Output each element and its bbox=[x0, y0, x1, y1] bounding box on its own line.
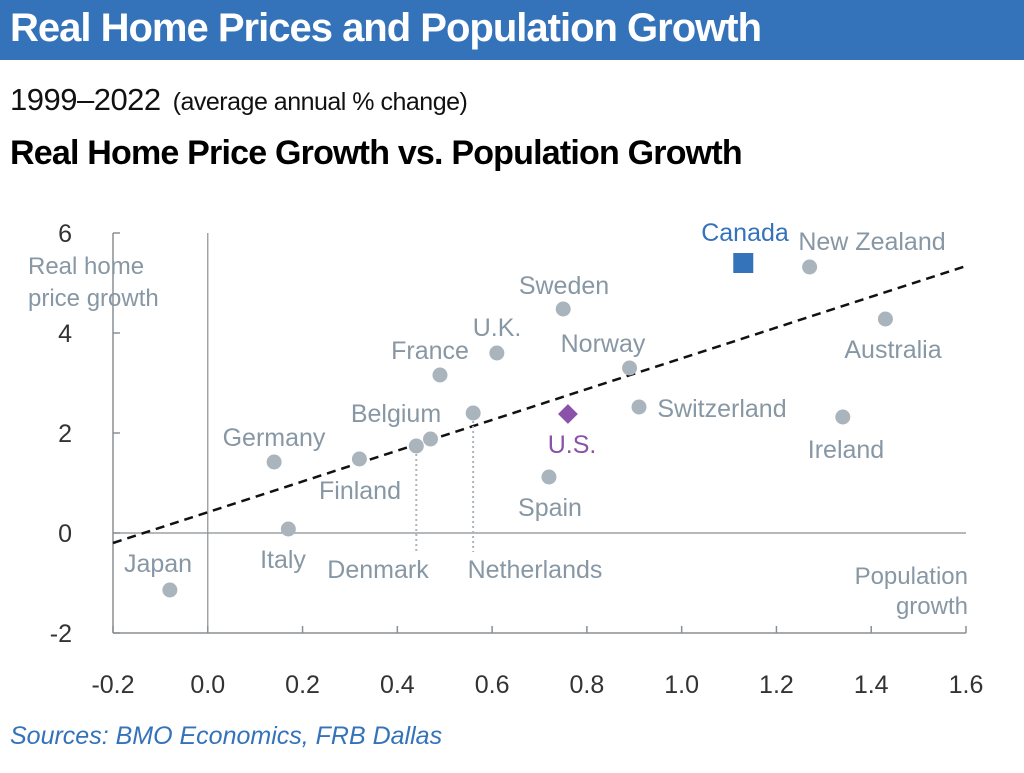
x-axis-label: Population bbox=[855, 563, 968, 590]
label-switzerland: Switzerland bbox=[657, 395, 786, 423]
x-tick-label: 1.4 bbox=[854, 671, 889, 699]
label-spain: Spain bbox=[518, 494, 582, 522]
y-tick-label: 6 bbox=[58, 220, 72, 248]
label-japan: Japan bbox=[124, 550, 192, 578]
point-france bbox=[432, 367, 448, 383]
point-canada bbox=[733, 253, 754, 273]
label-ireland: Ireland bbox=[808, 436, 884, 464]
x-tick-label: 0.2 bbox=[285, 671, 320, 699]
banner-title: Real Home Prices and Population Growth bbox=[10, 6, 762, 50]
banner: Real Home Prices and Population Growth bbox=[0, 0, 1024, 60]
label-italy: Italy bbox=[260, 546, 306, 574]
x-tick-label: 1.0 bbox=[664, 671, 699, 699]
point-netherlands bbox=[465, 405, 481, 421]
label-australia: Australia bbox=[844, 336, 941, 364]
x-tick-label: 0.8 bbox=[570, 671, 605, 699]
label-finland: Finland bbox=[319, 477, 401, 505]
point-denmark bbox=[408, 438, 424, 454]
point-australia bbox=[877, 311, 893, 327]
point-finland bbox=[351, 451, 367, 467]
y-tick-label: 2 bbox=[58, 420, 72, 448]
point-spain bbox=[541, 469, 557, 485]
y-tick-label: 0 bbox=[58, 520, 72, 548]
y-tick-label: 4 bbox=[58, 320, 72, 348]
y-tick-label: -2 bbox=[50, 620, 72, 648]
label-new-zealand: New Zealand bbox=[798, 228, 945, 256]
point-u-k bbox=[489, 345, 505, 361]
label-france: France bbox=[391, 337, 469, 365]
source-note: Sources: BMO Economics, FRB Dallas bbox=[10, 722, 443, 750]
point-belgium bbox=[423, 431, 439, 447]
x-tick-label: 1.6 bbox=[949, 671, 984, 699]
point-germany bbox=[266, 454, 282, 470]
point-norway bbox=[622, 360, 638, 376]
point-ireland bbox=[835, 409, 851, 425]
label-netherlands: Netherlands bbox=[468, 556, 603, 584]
point-italy bbox=[280, 521, 296, 537]
x-tick-label: 0.0 bbox=[190, 671, 225, 699]
label-belgium: Belgium bbox=[351, 400, 441, 428]
label-u-k: U.K. bbox=[473, 314, 522, 342]
period: 1999–2022 bbox=[10, 82, 161, 117]
point-sweden bbox=[555, 301, 571, 317]
label-sweden: Sweden bbox=[519, 272, 609, 300]
label-canada: Canada bbox=[701, 219, 789, 247]
label-germany: Germany bbox=[223, 424, 326, 452]
y-axis-label: Real home bbox=[28, 253, 144, 280]
x-tick-label: 0.4 bbox=[380, 671, 415, 699]
point-new-zealand bbox=[802, 259, 818, 275]
label-norway: Norway bbox=[561, 330, 646, 358]
label-denmark: Denmark bbox=[327, 556, 429, 584]
point-japan bbox=[162, 582, 178, 598]
x-tick-label: -0.2 bbox=[91, 671, 134, 699]
x-tick-label: 1.2 bbox=[759, 671, 794, 699]
period-note: (average annual % change) bbox=[172, 88, 468, 116]
subtitle: 1999–2022 (average annual % change) bbox=[10, 82, 468, 118]
point-switzerland bbox=[631, 399, 647, 415]
point-u-s bbox=[558, 404, 578, 424]
x-axis-label: growth bbox=[896, 593, 968, 620]
x-tick-label: 0.6 bbox=[475, 671, 510, 699]
chart-title: Real Home Price Growth vs. Population Gr… bbox=[10, 134, 743, 172]
label-u-s: U.S. bbox=[548, 431, 597, 459]
y-axis-label: price growth bbox=[28, 285, 159, 312]
